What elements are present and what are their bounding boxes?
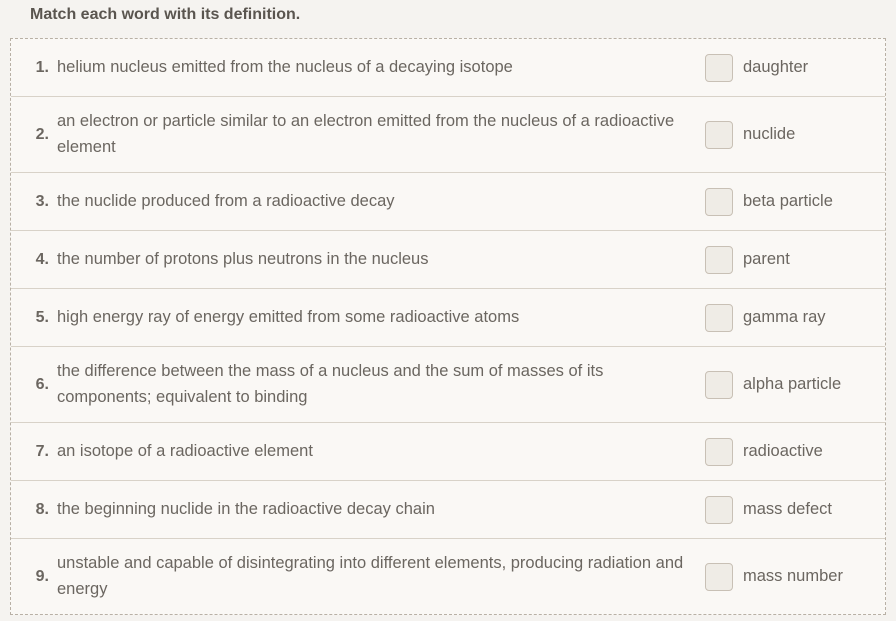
definition-text: an electron or particle similar to an el…: [55, 97, 703, 172]
answer-dropzone[interactable]: [705, 121, 733, 149]
definition-text: the number of protons plus neutrons in t…: [55, 231, 703, 288]
definition-text: high energy ray of energy emitted from s…: [55, 289, 703, 346]
row-number: 9.: [11, 539, 55, 614]
row-number: 4.: [11, 231, 55, 288]
table-row: 3. the nuclide produced from a radioacti…: [11, 173, 885, 231]
definition-text: an isotope of a radioactive element: [55, 423, 703, 480]
term-label[interactable]: daughter: [739, 39, 885, 96]
definition-text: the nuclide produced from a radioactive …: [55, 173, 703, 230]
dropzone-cell: [703, 539, 739, 614]
matching-table: 1. helium nucleus emitted from the nucle…: [10, 38, 886, 615]
dropzone-cell: [703, 97, 739, 172]
table-row: 7. an isotope of a radioactive element r…: [11, 423, 885, 481]
table-row: 2. an electron or particle similar to an…: [11, 97, 885, 173]
term-label[interactable]: gamma ray: [739, 289, 885, 346]
row-number: 3.: [11, 173, 55, 230]
row-number: 5.: [11, 289, 55, 346]
term-label[interactable]: parent: [739, 231, 885, 288]
table-row: 9. unstable and capable of disintegratin…: [11, 539, 885, 614]
definition-text: unstable and capable of disintegrating i…: [55, 539, 703, 614]
row-number: 7.: [11, 423, 55, 480]
instruction-text: Match each word with its definition.: [10, 6, 886, 24]
term-label[interactable]: alpha particle: [739, 347, 885, 422]
dropzone-cell: [703, 231, 739, 288]
answer-dropzone[interactable]: [705, 496, 733, 524]
table-row: 8. the beginning nuclide in the radioact…: [11, 481, 885, 539]
term-label[interactable]: beta particle: [739, 173, 885, 230]
row-number: 1.: [11, 39, 55, 96]
table-row: 5. high energy ray of energy emitted fro…: [11, 289, 885, 347]
row-number: 2.: [11, 97, 55, 172]
dropzone-cell: [703, 289, 739, 346]
row-number: 8.: [11, 481, 55, 538]
answer-dropzone[interactable]: [705, 246, 733, 274]
answer-dropzone[interactable]: [705, 54, 733, 82]
term-label[interactable]: mass number: [739, 539, 885, 614]
table-row: 4. the number of protons plus neutrons i…: [11, 231, 885, 289]
dropzone-cell: [703, 347, 739, 422]
term-label[interactable]: nuclide: [739, 97, 885, 172]
worksheet-container: Match each word with its definition. 1. …: [0, 0, 896, 615]
row-number: 6.: [11, 347, 55, 422]
definition-text: the difference between the mass of a nuc…: [55, 347, 703, 422]
answer-dropzone[interactable]: [705, 304, 733, 332]
answer-dropzone[interactable]: [705, 188, 733, 216]
dropzone-cell: [703, 173, 739, 230]
table-row: 1. helium nucleus emitted from the nucle…: [11, 39, 885, 97]
dropzone-cell: [703, 423, 739, 480]
dropzone-cell: [703, 481, 739, 538]
dropzone-cell: [703, 39, 739, 96]
table-row: 6. the difference between the mass of a …: [11, 347, 885, 423]
definition-text: helium nucleus emitted from the nucleus …: [55, 39, 703, 96]
term-label[interactable]: radioactive: [739, 423, 885, 480]
definition-text: the beginning nuclide in the radioactive…: [55, 481, 703, 538]
term-label[interactable]: mass defect: [739, 481, 885, 538]
answer-dropzone[interactable]: [705, 371, 733, 399]
answer-dropzone[interactable]: [705, 563, 733, 591]
answer-dropzone[interactable]: [705, 438, 733, 466]
